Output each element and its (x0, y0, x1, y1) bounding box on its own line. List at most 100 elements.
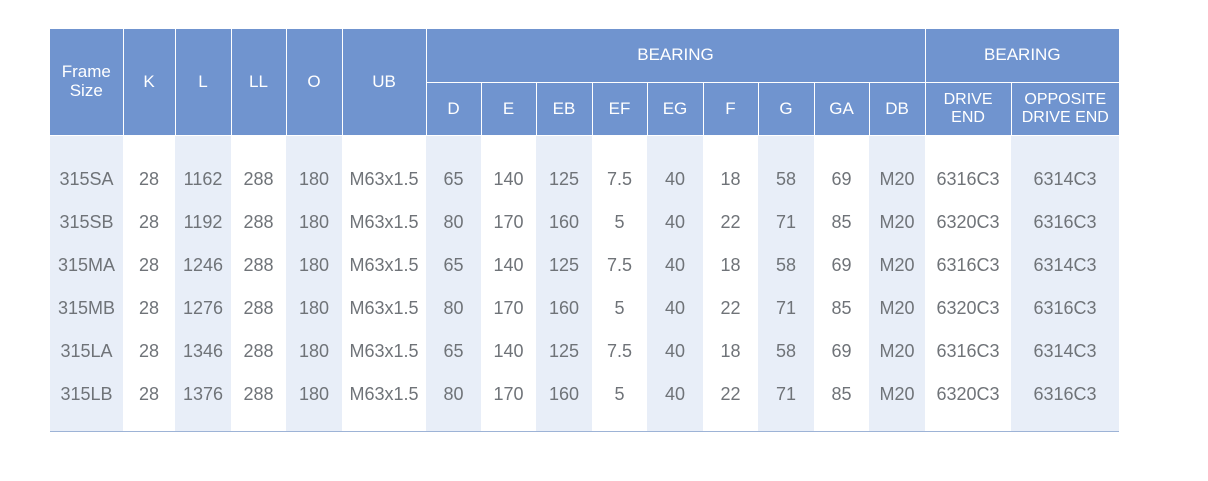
cell-eg: 40 (647, 287, 703, 330)
cell-ga: 85 (831, 212, 852, 232)
cell-g: 71 (758, 373, 814, 416)
cell-frame: 315MA (50, 244, 123, 287)
header-ga: GA (814, 82, 870, 136)
spacer-cell (426, 135, 481, 158)
cell-ga: 85 (831, 298, 852, 318)
cell-eb: 160 (536, 287, 592, 330)
cell-ll: 288 (243, 255, 274, 275)
cell-frame: 315SA (50, 158, 123, 201)
cell-ode: 6316C3 (1011, 287, 1120, 330)
spacer-cell (50, 416, 123, 432)
cell-d: 65 (426, 330, 481, 373)
header-l: L (175, 29, 232, 136)
spacer-cell (481, 136, 536, 159)
spacer-cell (592, 416, 647, 432)
cell-ga: 69 (831, 341, 852, 361)
cell-db: M20 (869, 201, 926, 244)
cell-ub: M63x1.5 (349, 255, 419, 275)
cell-eg: 40 (647, 373, 703, 416)
header-ll: LL (231, 29, 287, 136)
table-row: 315MA 28 1246 288 180 M63x1.5 65 140 125 7.5 40 18 5… (50, 244, 1120, 287)
header-f: F (703, 82, 759, 136)
header-k: K (123, 29, 176, 136)
spacer-row (50, 416, 1120, 432)
cell-ll: 288 (243, 169, 274, 189)
spacer-cell (869, 416, 926, 432)
header-eg: EG (647, 82, 704, 136)
cell-d: 80 (426, 373, 481, 416)
cell-ode: 6316C3 (1011, 201, 1120, 244)
cell-ub: M63x1.5 (349, 298, 419, 318)
spacer-cell (758, 416, 814, 432)
table-row: 315SB 28 1192 288 180 M63x1.5 80 170 160 5 40 22 71 8… (50, 201, 1120, 244)
table-row: 315LB 28 1376 288 180 M63x1.5 80 170 160 5 40 22 71 8… (50, 373, 1120, 416)
header-ef: EF (592, 82, 648, 136)
header-d: D (426, 82, 482, 136)
cell-o: 180 (286, 287, 342, 330)
cell-f: 22 (720, 298, 741, 318)
cell-ga: 85 (831, 384, 852, 404)
spacer-cell (175, 416, 231, 432)
cell-ode: 6314C3 (1011, 244, 1120, 287)
cell-eb: 160 (536, 373, 592, 416)
spacer-cell (481, 416, 536, 432)
header-drive-end: DRIVE END (925, 82, 1012, 136)
cell-e: 140 (493, 255, 524, 275)
cell-frame: 315MB (50, 287, 123, 330)
cell-d: 65 (426, 158, 481, 201)
spacer-cell (703, 416, 758, 432)
spacer-cell (286, 416, 342, 432)
cell-de: 6320C3 (936, 298, 1000, 318)
header-db: DB (869, 82, 926, 136)
cell-db: M20 (869, 373, 926, 416)
table-row: 315LA 28 1346 288 180 M63x1.5 65 140 125 7.5 40 18 5… (50, 330, 1120, 373)
cell-eb: 125 (536, 330, 592, 373)
cell-e: 170 (493, 384, 524, 404)
header-opposite-drive-end: OPPOSITE DRIVE END (1011, 82, 1120, 136)
spacer-cell (123, 416, 175, 432)
spacer-cell (925, 416, 1012, 432)
cell-d: 65 (426, 244, 481, 287)
cell-k: 28 (138, 255, 160, 275)
spacer-cell (426, 416, 481, 432)
cell-ll: 288 (243, 384, 274, 404)
cell-l: 1346 (175, 330, 231, 373)
cell-o: 180 (286, 201, 342, 244)
cell-o: 180 (286, 373, 342, 416)
spacer-cell (647, 416, 703, 432)
cell-de: 6316C3 (936, 255, 1000, 275)
cell-f: 18 (720, 169, 741, 189)
spacer-cell (592, 136, 647, 159)
cell-l: 1376 (175, 373, 231, 416)
spacer-cell (814, 416, 869, 432)
cell-de: 6316C3 (936, 341, 1000, 361)
cell-l: 1246 (175, 244, 231, 287)
cell-ub: M63x1.5 (349, 384, 419, 404)
cell-f: 18 (720, 255, 741, 275)
cell-f: 22 (720, 212, 741, 232)
cell-e: 140 (493, 169, 524, 189)
cell-frame: 315SB (50, 201, 123, 244)
cell-ub: M63x1.5 (349, 169, 419, 189)
cell-g: 71 (758, 201, 814, 244)
cell-db: M20 (869, 158, 926, 201)
cell-k: 28 (138, 169, 160, 189)
cell-de: 6320C3 (936, 384, 1000, 404)
cell-de: 6316C3 (936, 169, 1000, 189)
cell-ef: 7.5 (606, 169, 633, 189)
cell-ll: 288 (243, 298, 274, 318)
cell-d: 80 (426, 201, 481, 244)
spacer-cell (703, 136, 758, 159)
cell-ode: 6314C3 (1011, 330, 1120, 373)
cell-eg: 40 (647, 201, 703, 244)
cell-eg: 40 (647, 244, 703, 287)
cell-f: 18 (720, 341, 741, 361)
spacer-cell (342, 136, 426, 159)
table-header: Frame Size K L LL O UB BEARING BEARING D… (50, 29, 1120, 136)
cell-l: 1192 (175, 201, 231, 244)
spacer-cell (175, 135, 231, 158)
header-frame-size: Frame Size (50, 29, 124, 136)
spacer-cell (869, 135, 926, 158)
cell-o: 180 (286, 244, 342, 287)
spacer-cell (925, 136, 1011, 159)
